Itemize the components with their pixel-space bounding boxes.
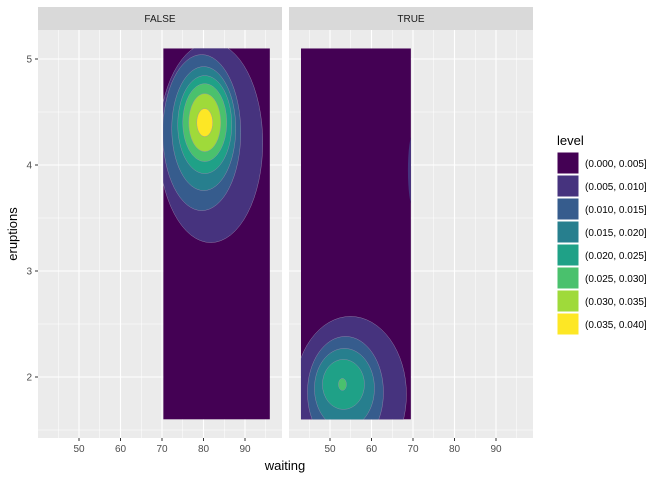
legend-label: (0.015, 0.020] — [585, 228, 647, 239]
x-tick-label: 50 — [73, 444, 85, 455]
density-contours-TRUE — [300, 48, 411, 420]
contour-band-level-8 — [196, 108, 213, 137]
legend-label: (0.000, 0.005] — [585, 159, 647, 170]
x-tick-label: 50 — [324, 444, 336, 455]
legend-title: level — [557, 133, 584, 148]
x-tick-label: 80 — [198, 444, 210, 455]
x-tick-label: 70 — [407, 444, 419, 455]
legend-label: (0.035, 0.040] — [585, 320, 647, 331]
facet-strip — [38, 7, 282, 30]
x-tick-label: 60 — [366, 444, 378, 455]
legend-key — [556, 312, 580, 336]
y-tick-label: 4 — [26, 161, 32, 172]
legend-key — [556, 197, 580, 221]
legend-label: (0.025, 0.030] — [585, 274, 647, 285]
x-axis-title: waiting — [264, 458, 305, 473]
facet-label: FALSE — [144, 14, 175, 25]
density-contours-FALSE — [163, 48, 270, 420]
x-tick-label: 60 — [115, 444, 127, 455]
facet-label: TRUE — [397, 14, 425, 25]
x-tick-label: 90 — [239, 444, 251, 455]
legend-label: (0.030, 0.035] — [585, 297, 647, 308]
x-tick-label: 90 — [490, 444, 502, 455]
legend-key — [556, 151, 580, 175]
contour-band-level-6 — [338, 378, 347, 391]
legend-key — [556, 220, 580, 244]
legend-label: (0.010, 0.015] — [585, 205, 647, 216]
y-tick-label: 2 — [26, 373, 32, 384]
y-axis-title: eruptions — [5, 207, 20, 261]
legend-key — [556, 243, 580, 267]
x-tick-label: 80 — [449, 444, 461, 455]
legend-label: (0.020, 0.025] — [585, 251, 647, 262]
x-tick-label: 70 — [156, 444, 168, 455]
y-tick-label: 5 — [26, 55, 32, 66]
legend-key — [556, 289, 580, 313]
legend-label: (0.005, 0.010] — [585, 182, 647, 193]
legend-key — [556, 266, 580, 290]
facet-strip — [289, 7, 533, 30]
contour-band-level-2 — [407, 137, 411, 204]
y-tick-label: 3 — [26, 267, 32, 278]
legend-key — [556, 174, 580, 198]
legend: level(0.000, 0.005] (0.005, 0.010] (0.010,… — [556, 133, 647, 336]
